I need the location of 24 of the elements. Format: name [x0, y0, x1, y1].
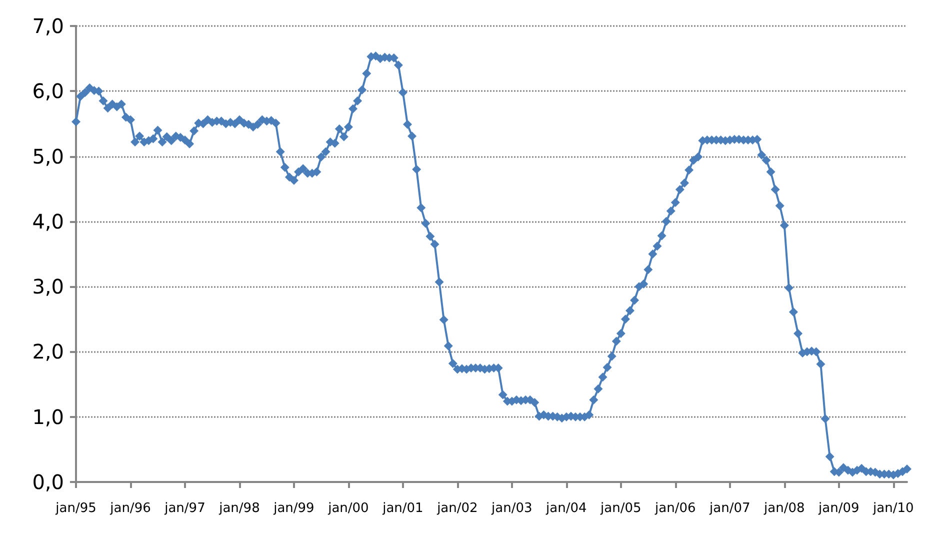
- y-tick-label: 6,0: [32, 79, 64, 104]
- x-tick-label: jan/08: [763, 501, 805, 516]
- x-tick-label: jan/98: [218, 501, 260, 516]
- x-tick-label: jan/06: [654, 501, 696, 516]
- x-tick-label: jan/10: [872, 501, 914, 516]
- y-tick-label: 2,0: [32, 340, 64, 364]
- y-tick-label: 5,0: [32, 144, 64, 168]
- x-tick-label: jan/99: [272, 501, 314, 516]
- y-tick-label: 3,0: [32, 274, 64, 299]
- x-tick-label: jan/02: [436, 501, 478, 516]
- y-tick-label: 1,0: [32, 404, 64, 429]
- y-tick-label: 7,0: [32, 14, 64, 38]
- x-tick-label: jan/03: [490, 501, 532, 516]
- x-tick-label: jan/97: [164, 501, 206, 516]
- x-tick-label: jan/01: [382, 501, 424, 516]
- x-tick-label: jan/96: [109, 501, 151, 516]
- x-tick-label: jan/00: [327, 501, 369, 516]
- x-tick-label: jan/04: [545, 501, 587, 516]
- y-tick-label: 4,0: [32, 209, 64, 234]
- x-tick-label: jan/09: [818, 501, 860, 516]
- x-tick-label: jan/95: [54, 501, 96, 516]
- y-tick-label: 0,0: [32, 470, 64, 494]
- x-tick-label: jan/05: [600, 501, 642, 516]
- x-tick-label: jan/07: [708, 501, 750, 516]
